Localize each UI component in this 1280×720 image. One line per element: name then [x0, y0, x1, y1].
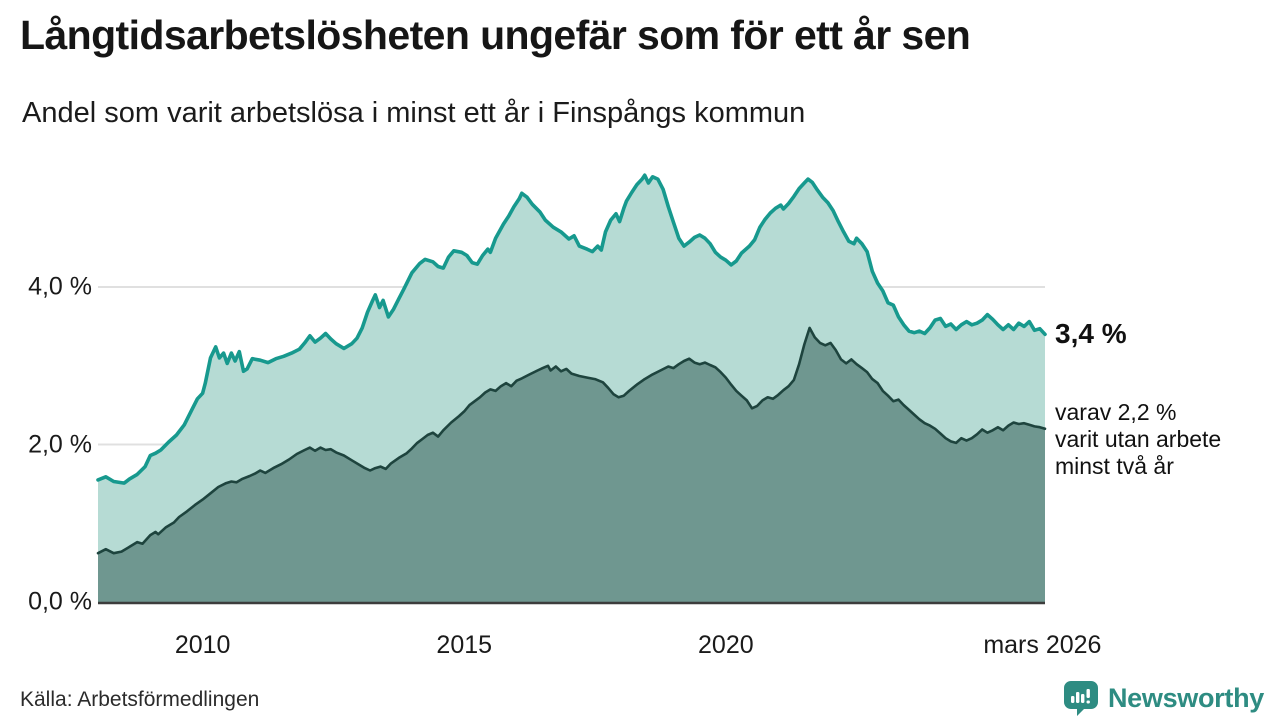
newsworthy-wordmark: Newsworthy — [1107, 682, 1264, 713]
y-tick-label: 0,0 % — [28, 587, 92, 616]
secondary-value-label: varav 2,2 % varit utan arbete minst två … — [1055, 399, 1222, 479]
x-tick-label: 2020 — [698, 631, 754, 659]
page-title: Långtidsarbetslösheten ungefär som för e… — [20, 12, 971, 58]
y-tick-label: 4,0 % — [28, 272, 92, 301]
end-value-label: 3,4 % — [1055, 318, 1127, 349]
x-tick-label: 2010 — [174, 631, 231, 659]
source-note: Källa: Arbetsförmedlingen — [20, 688, 260, 711]
line-unemployed-two-years — [96, 326, 1047, 555]
x-tick-label: mars 2026 — [983, 631, 1102, 659]
x-tick-label: 2015 — [436, 631, 493, 659]
line-unemployed-one-year — [96, 173, 1047, 485]
newsworthy-logo[interactable]: Newsworthy — [1062, 679, 1264, 717]
area-unemployed-two-years — [98, 327, 1045, 602]
y-tick-label: 2,0 % — [28, 430, 92, 458]
newsworthy-bubble-icon — [1063, 681, 1098, 716]
chart-subtitle: Andel som varit arbetslösa i minst ett å… — [22, 97, 806, 129]
